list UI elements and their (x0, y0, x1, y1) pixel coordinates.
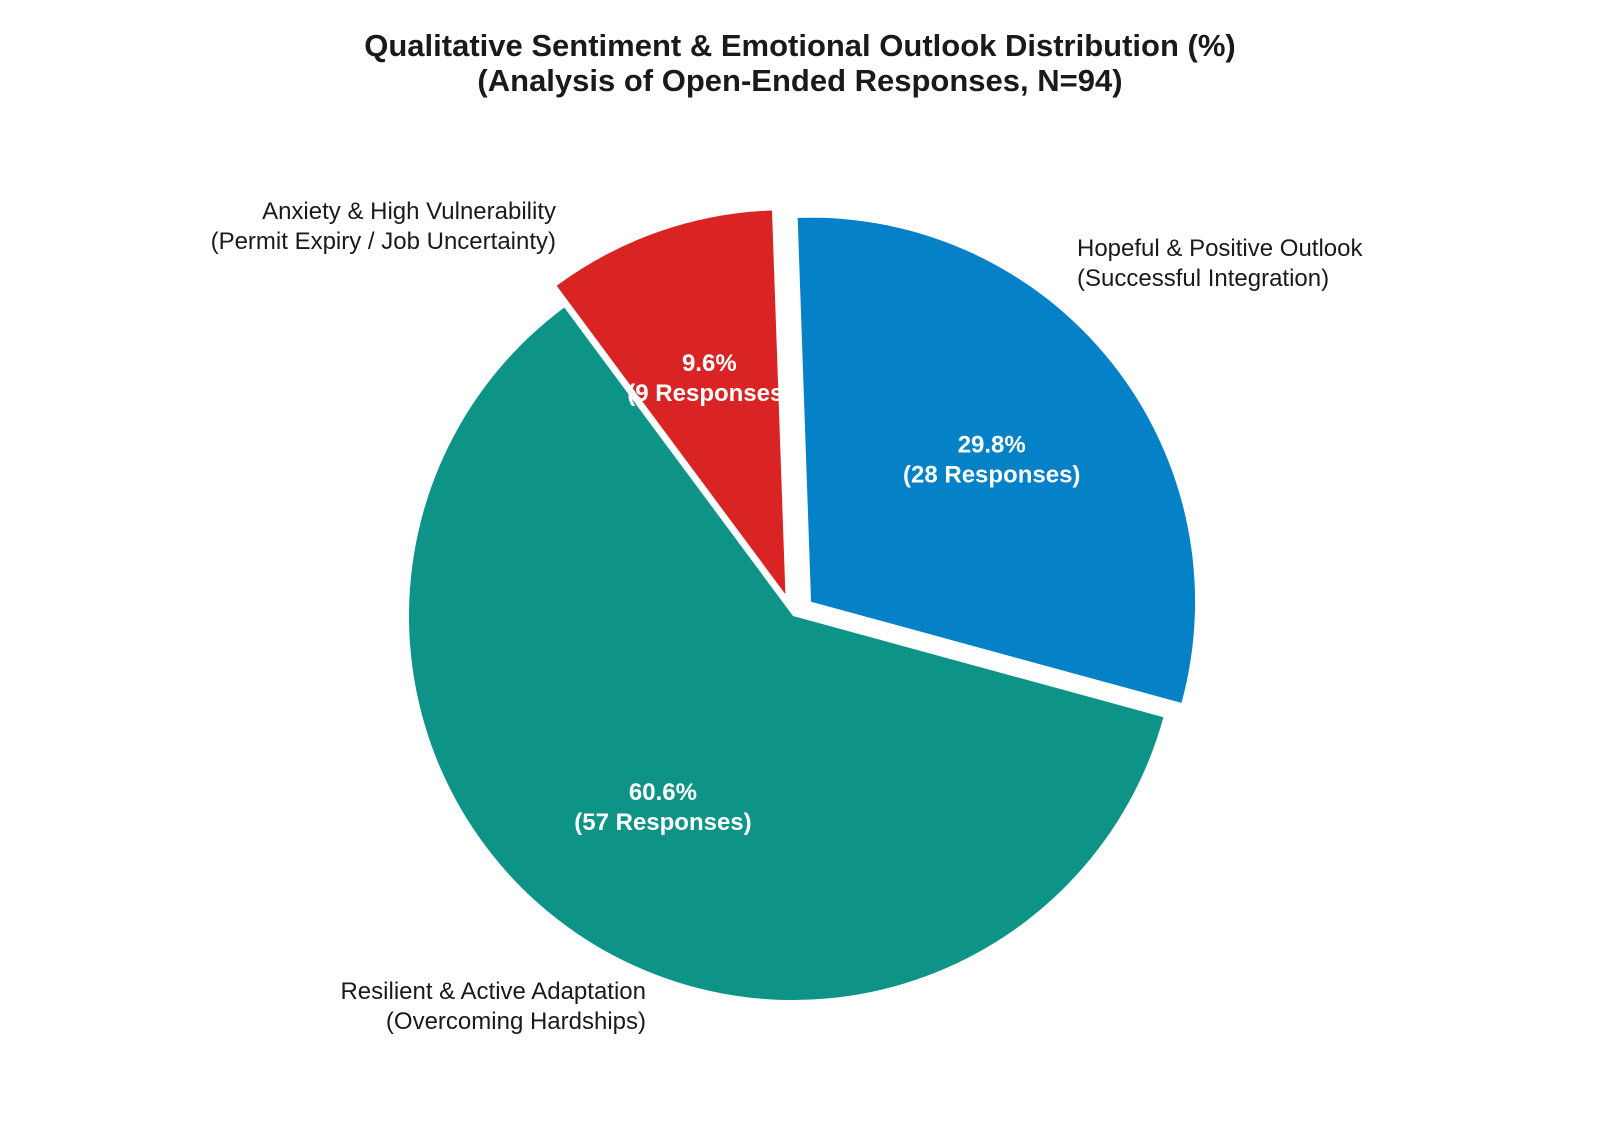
chart-title-line2: (Analysis of Open-Ended Responses, N=94) (477, 63, 1122, 98)
pie-slice-1 (797, 217, 1196, 703)
slice-count-label: (28 Responses) (903, 462, 1080, 489)
pie-slices (409, 210, 1196, 1000)
slice-category-sublabel: (Successful Integration) (1077, 265, 1329, 292)
slice-category-sublabel: (Permit Expiry / Job Uncertainty) (211, 228, 556, 255)
slice-count-label: (57 Responses) (574, 809, 751, 836)
slice-category-label: Anxiety & High Vulnerability (262, 198, 556, 225)
chart-title-line1: Qualitative Sentiment & Emotional Outloo… (364, 28, 1235, 63)
slice-category-label: Resilient & Active Adaptation (340, 978, 646, 1005)
slice-category-sublabel: (Overcoming Hardships) (386, 1008, 646, 1035)
slice-percent-label: 9.6% (682, 350, 737, 377)
pie-labels: 29.8% (28 Responses) Hopeful & Positive Ou… (211, 198, 1364, 1035)
slice-percent-label: 29.8% (958, 432, 1026, 459)
pie-slice-2 (409, 307, 1164, 1000)
pie-slice-3 (556, 210, 786, 595)
slice-count-label: (9 Responses) (627, 380, 791, 407)
slice-category-label: Hopeful & Positive Outlook (1077, 235, 1363, 262)
slice-percent-label: 60.6% (629, 779, 697, 806)
